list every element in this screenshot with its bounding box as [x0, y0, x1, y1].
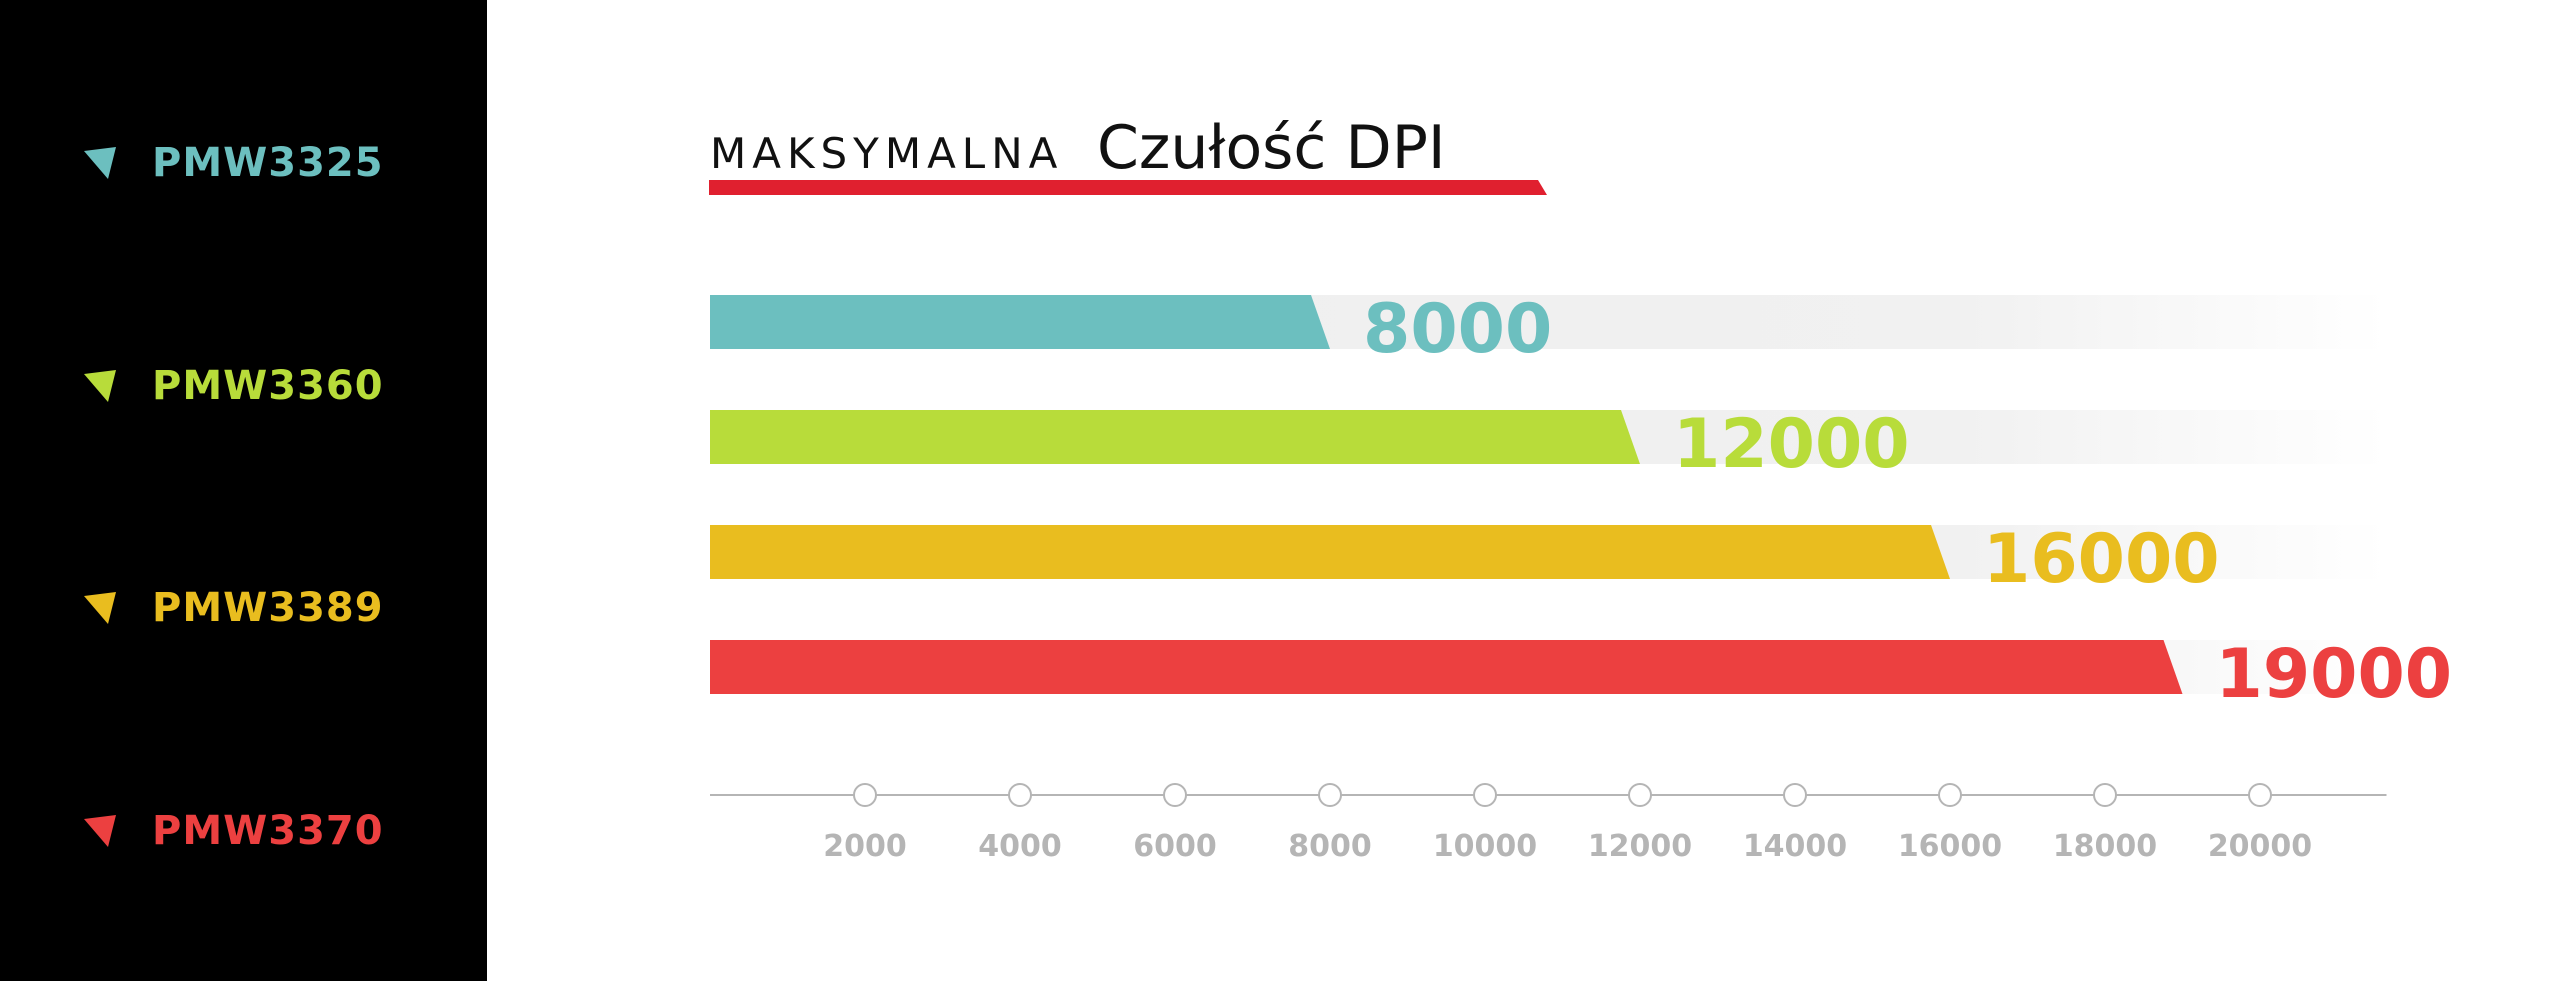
tick-marker-16000 [1938, 783, 1962, 807]
legend-label: PMW3370 [152, 808, 384, 854]
tick-label-6000: 6000 [1133, 829, 1217, 864]
tick-marker-20000 [2248, 783, 2272, 807]
chart-title-prefix: MAKSYMALNA [710, 129, 1063, 178]
bar-pmw3360 [710, 410, 1640, 464]
bars [710, 295, 2183, 694]
title-underline [709, 180, 1547, 195]
legend-item-pmw3370: PMW3370 [82, 801, 384, 861]
triangle-marker-icon [84, 147, 116, 179]
tick-label-18000: 18000 [2053, 829, 2157, 864]
tick-marker-18000 [2093, 783, 2117, 807]
tick-label-20000: 20000 [2208, 829, 2312, 864]
tick-marker-8000 [1318, 783, 1342, 807]
tick-label-16000: 16000 [1898, 829, 2002, 864]
legend-marker-shape [84, 147, 116, 179]
tick-label-12000: 12000 [1588, 829, 1692, 864]
bar-pmw3389 [710, 525, 1950, 579]
legend-label: PMW3389 [152, 585, 384, 631]
tick-marker-2000 [853, 783, 877, 807]
tick-marker-14000 [1783, 783, 1807, 807]
value-label-pmw3389: 16000 [1983, 520, 2220, 599]
legend-marker-shape [84, 370, 116, 402]
value-label-pmw3370: 19000 [2216, 635, 2453, 714]
tick-marker-4000 [1008, 783, 1032, 807]
bar-pmw3370 [710, 640, 2183, 694]
legend-item-pmw3389: PMW3389 [82, 578, 384, 638]
legend-marker-shape [84, 592, 116, 624]
x-axis: 2000 4000 6000 8000 10000 12000 14000 16000 1800… [710, 783, 2387, 864]
value-label-pmw3325: 8000 [1363, 290, 1552, 369]
bar-pmw3325 [710, 295, 1330, 349]
value-label-pmw3360: 12000 [1673, 405, 1910, 484]
legend-label: PMW3360 [152, 363, 384, 409]
triangle-marker-icon [84, 370, 116, 402]
tick-label-10000: 10000 [1433, 829, 1537, 864]
value-labels: 8000 12000 16000 19000 [1363, 290, 2452, 714]
triangle-marker-icon [84, 592, 116, 624]
tick-marker-12000 [1628, 783, 1652, 807]
tick-label-4000: 4000 [978, 829, 1062, 864]
tick-label-8000: 8000 [1288, 829, 1372, 864]
tick-marker-6000 [1163, 783, 1187, 807]
triangle-marker-icon [84, 815, 116, 847]
chart-title-main: Czułość DPI [1097, 113, 1446, 183]
legend-item-pmw3325: PMW3325 [82, 133, 384, 193]
legend-item-pmw3360: PMW3360 [82, 356, 384, 416]
legend-panel: PMW3325 PMW3360 PMW3389 PMW3370 [0, 0, 487, 981]
tick-label-14000: 14000 [1743, 829, 1847, 864]
tick-marker-10000 [1473, 783, 1497, 807]
tick-label-2000: 2000 [823, 829, 907, 864]
legend-marker-shape [84, 815, 116, 847]
legend-label: PMW3325 [152, 140, 384, 186]
